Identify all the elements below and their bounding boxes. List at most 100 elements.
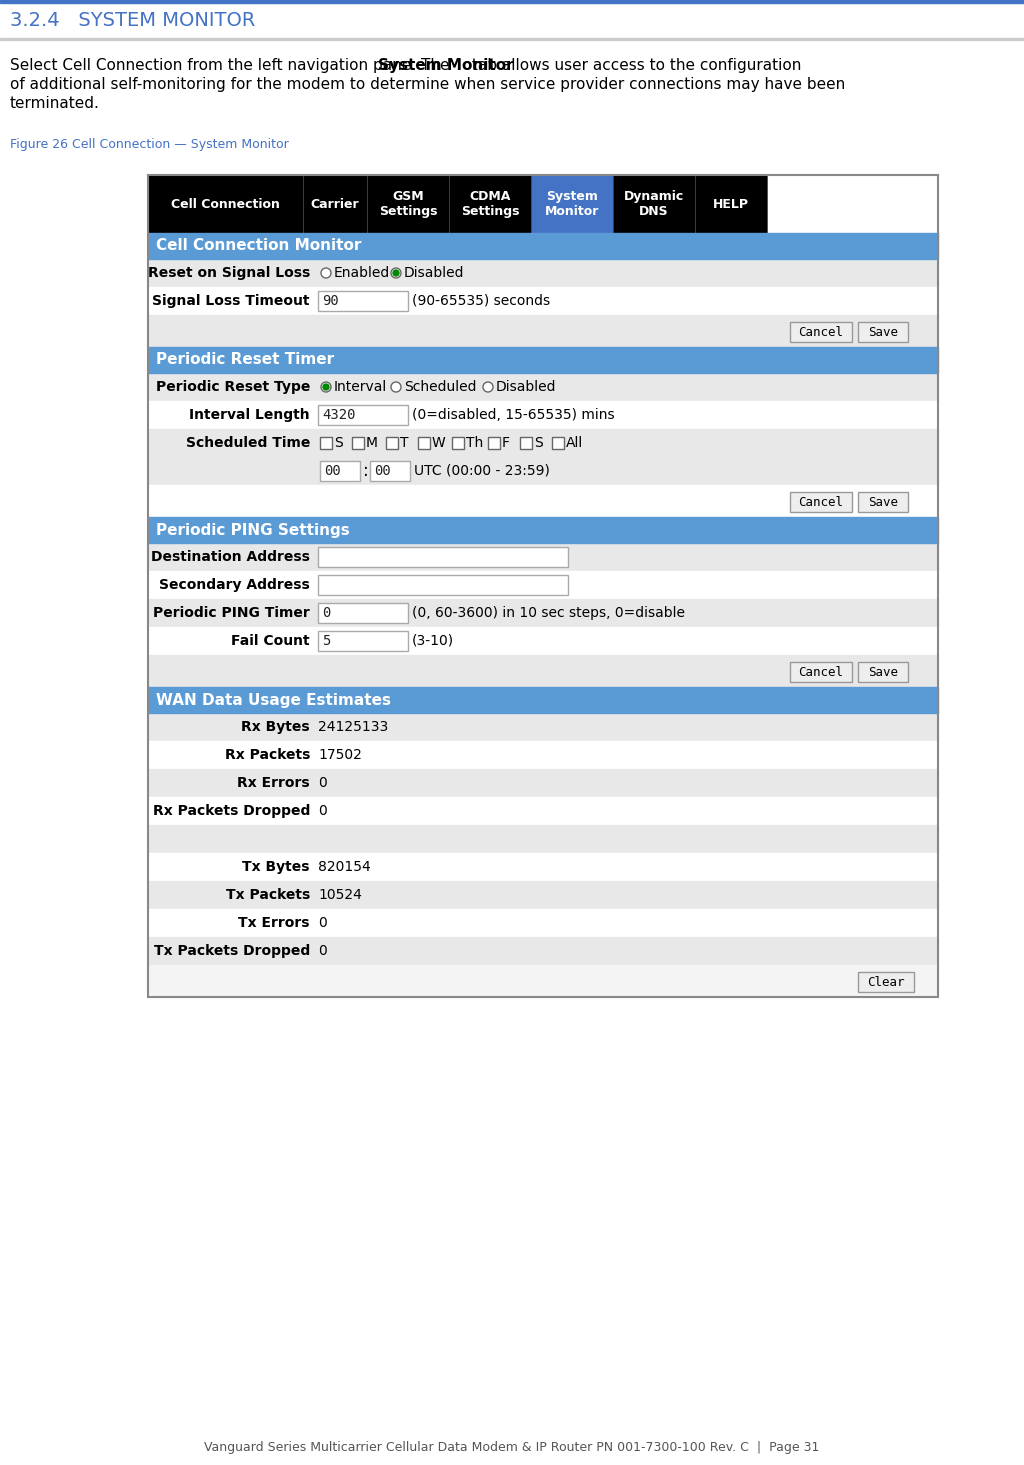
Bar (148, 174, 938, 998)
Text: 4320: 4320 (322, 407, 355, 422)
Bar (318, 292, 408, 311)
Text: Periodic Reset Type: Periodic Reset Type (156, 379, 310, 394)
Bar (318, 604, 408, 623)
Bar (370, 461, 410, 481)
Text: S: S (534, 437, 543, 450)
Text: 820154: 820154 (318, 860, 371, 875)
Text: Scheduled: Scheduled (404, 379, 476, 394)
Text: terminated.: terminated. (10, 97, 100, 111)
Bar (148, 965, 938, 998)
Bar (148, 287, 938, 315)
Bar (148, 769, 938, 797)
Text: W: W (432, 437, 445, 450)
Bar (148, 797, 938, 825)
Text: Vanguard Series Multicarrier Cellular Data Modem & IP Router PN 001-7300-100 Rev: Vanguard Series Multicarrier Cellular Da… (205, 1442, 819, 1455)
Text: Periodic PING Settings: Periodic PING Settings (156, 523, 350, 538)
Bar (452, 437, 464, 448)
Text: Scheduled Time: Scheduled Time (185, 437, 310, 450)
Bar (858, 322, 908, 341)
Text: HELP: HELP (713, 198, 749, 211)
Bar (148, 259, 938, 287)
Text: 0: 0 (322, 607, 331, 620)
Bar (148, 627, 938, 655)
Text: System
Monitor: System Monitor (545, 190, 599, 218)
Text: 00: 00 (374, 464, 391, 478)
Bar (790, 492, 852, 511)
Bar (858, 492, 908, 511)
Text: Disabled: Disabled (404, 267, 465, 280)
Text: Save: Save (868, 325, 898, 338)
Text: CDMA
Settings: CDMA Settings (461, 190, 519, 218)
Bar (695, 174, 767, 233)
Text: Carrier: Carrier (310, 198, 359, 211)
Text: Th: Th (466, 437, 483, 450)
Bar (0, 38, 1024, 40)
Text: (0=disabled, 15-65535) mins: (0=disabled, 15-65535) mins (412, 407, 614, 422)
Bar (488, 437, 500, 448)
Text: M: M (366, 437, 378, 450)
Bar (858, 662, 908, 683)
Text: Clear: Clear (867, 976, 905, 989)
Bar (319, 461, 360, 481)
Bar (319, 437, 332, 448)
Text: Dynamic
DNS: Dynamic DNS (624, 190, 684, 218)
Text: Reset on Signal Loss: Reset on Signal Loss (147, 267, 310, 280)
Text: Destination Address: Destination Address (152, 549, 310, 564)
Bar (148, 655, 938, 687)
Text: 00: 00 (324, 464, 341, 478)
Text: Fail Count: Fail Count (231, 634, 310, 648)
Text: Tx Packets Dropped: Tx Packets Dropped (154, 943, 310, 958)
Text: of additional self-monitoring for the modem to determine when service provider c: of additional self-monitoring for the mo… (10, 78, 845, 92)
Bar (148, 880, 938, 908)
Text: Save: Save (868, 665, 898, 678)
Text: Cancel: Cancel (799, 495, 844, 508)
Bar (318, 631, 408, 650)
Bar (148, 687, 938, 713)
Bar (148, 347, 938, 374)
Text: Cancel: Cancel (799, 325, 844, 338)
Text: (0, 60-3600) in 10 sec steps, 0=disable: (0, 60-3600) in 10 sec steps, 0=disable (412, 607, 685, 620)
Bar (531, 174, 613, 233)
Text: F: F (502, 437, 510, 450)
Text: 3.2.4   SYSTEM MONITOR: 3.2.4 SYSTEM MONITOR (10, 10, 255, 29)
Bar (148, 457, 938, 485)
Text: Periodic PING Timer: Periodic PING Timer (154, 607, 310, 620)
Text: Rx Packets Dropped: Rx Packets Dropped (153, 804, 310, 817)
Text: (3-10): (3-10) (412, 634, 454, 648)
Text: 24125133: 24125133 (318, 719, 388, 734)
Bar (318, 546, 568, 567)
Text: Select Cell Connection from the left navigation pane. The: Select Cell Connection from the left nav… (10, 59, 455, 73)
Text: S: S (334, 437, 343, 450)
Text: 0: 0 (318, 916, 327, 930)
Bar (858, 971, 914, 992)
Bar (148, 544, 938, 571)
Bar (0, 0, 1024, 3)
Text: Save: Save (868, 495, 898, 508)
Bar (418, 437, 430, 448)
Text: Cell Connection Monitor: Cell Connection Monitor (156, 239, 361, 253)
Bar (449, 174, 531, 233)
Bar (367, 174, 449, 233)
Bar (386, 437, 398, 448)
Text: Figure 26 Cell Connection — System Monitor: Figure 26 Cell Connection — System Monit… (10, 138, 289, 151)
Bar (148, 517, 938, 544)
Bar (318, 574, 568, 595)
Text: Cancel: Cancel (799, 665, 844, 678)
Circle shape (483, 382, 493, 393)
Text: Rx Bytes: Rx Bytes (242, 719, 310, 734)
Bar (148, 485, 938, 517)
Text: 10524: 10524 (318, 888, 361, 902)
Text: Secondary Address: Secondary Address (160, 579, 310, 592)
Bar (148, 571, 938, 599)
Text: UTC (00:00 - 23:59): UTC (00:00 - 23:59) (414, 464, 550, 478)
Bar (303, 174, 367, 233)
Text: Tx Packets: Tx Packets (225, 888, 310, 902)
Text: Rx Packets: Rx Packets (224, 749, 310, 762)
Text: Interval Length: Interval Length (189, 407, 310, 422)
Text: WAN Data Usage Estimates: WAN Data Usage Estimates (156, 693, 391, 708)
Text: tab allows user access to the configuration: tab allows user access to the configurat… (467, 59, 802, 73)
Text: (90-65535) seconds: (90-65535) seconds (412, 294, 550, 308)
Circle shape (391, 382, 401, 393)
Text: Rx Errors: Rx Errors (238, 776, 310, 790)
Bar (148, 741, 938, 769)
